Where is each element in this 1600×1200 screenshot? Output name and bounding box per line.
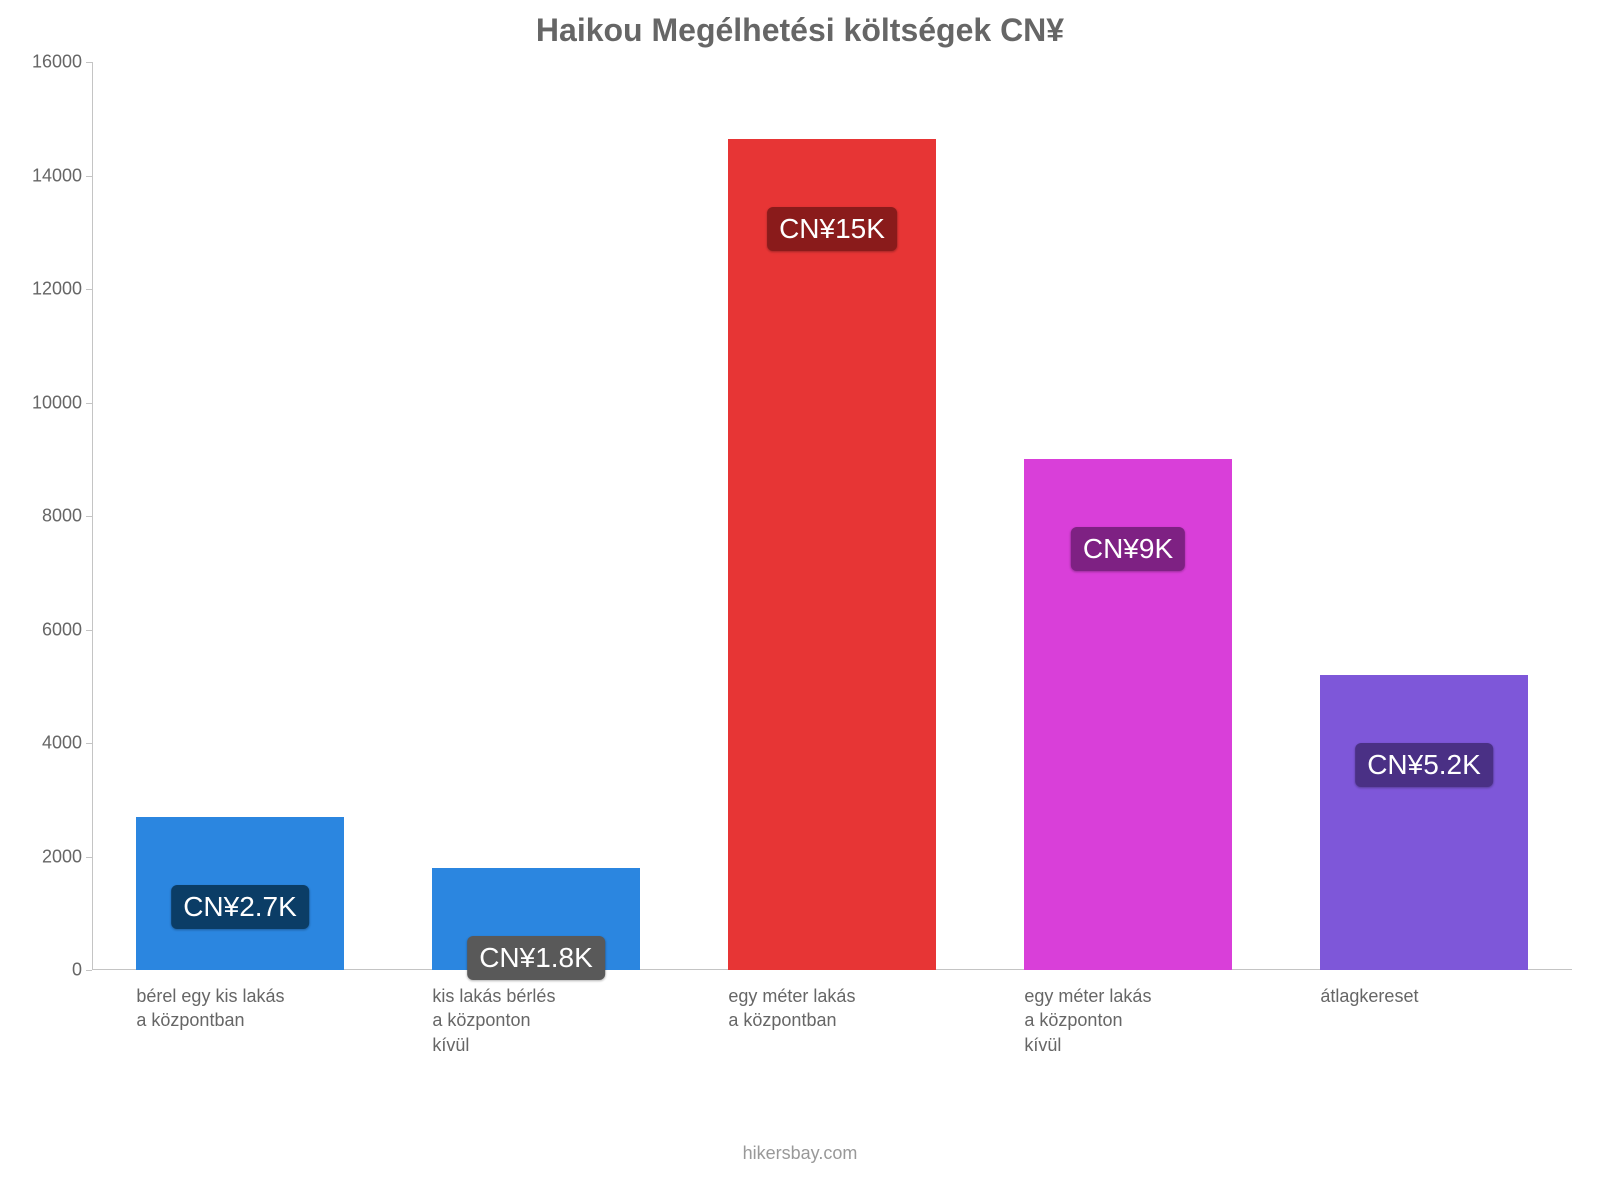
bar-value-label: CN¥15K [767,207,897,251]
x-category-label: egy méter lakása központonkívül [1024,970,1224,1057]
y-tick-label: 10000 [32,392,92,413]
bar-value-label: CN¥9K [1071,527,1185,571]
y-tick-label: 16000 [32,52,92,73]
x-category-label: átlagkereset [1320,970,1520,1008]
y-tick-mark [86,176,92,177]
chart-title: Haikou Megélhetési költségek CN¥ [0,12,1600,49]
bar-value-label: CN¥2.7K [171,885,309,929]
bar [1320,675,1527,970]
y-tick-mark [86,516,92,517]
y-tick-label: 2000 [42,846,92,867]
y-tick-mark [86,403,92,404]
y-tick-label: 14000 [32,165,92,186]
y-tick-label: 8000 [42,506,92,527]
x-category-label: bérel egy kis lakása központban [136,970,336,1033]
y-tick-label: 6000 [42,619,92,640]
chart-footer: hikersbay.com [0,1143,1600,1164]
y-tick-mark [86,289,92,290]
x-category-label: egy méter lakása központban [728,970,928,1033]
y-tick-label: 4000 [42,733,92,754]
y-tick-mark [86,743,92,744]
bar [728,139,935,970]
y-tick-mark [86,630,92,631]
y-tick-mark [86,970,92,971]
plot-area: 0200040006000800010000120001400016000CN¥… [92,62,1572,970]
x-category-label: kis lakás bérlésa központonkívül [432,970,632,1057]
y-tick-mark [86,62,92,63]
bar-value-label: CN¥5.2K [1355,743,1493,787]
y-tick-label: 12000 [32,279,92,300]
y-tick-mark [86,857,92,858]
chart-container: Haikou Megélhetési költségek CN¥ 0200040… [0,0,1600,1200]
y-axis-line [92,62,93,970]
